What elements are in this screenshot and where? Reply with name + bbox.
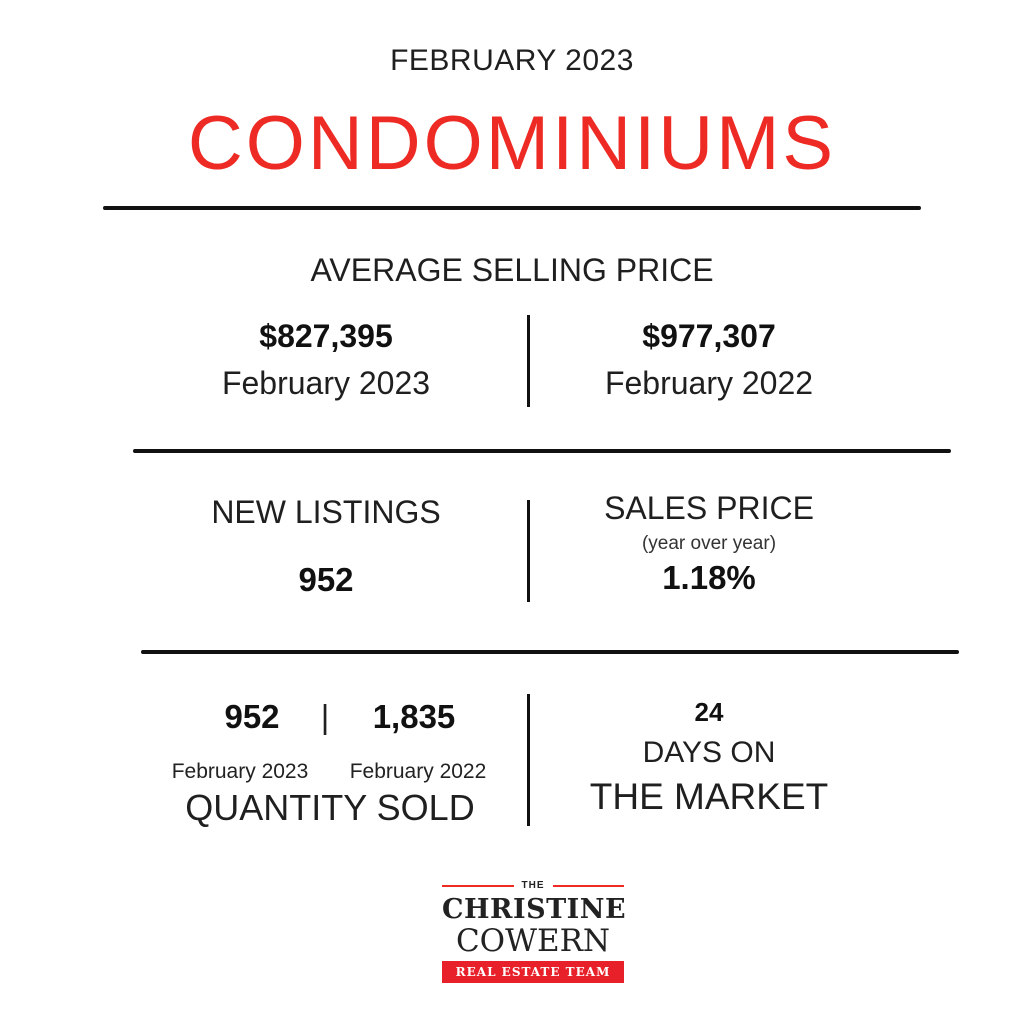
logo-tagline: REAL ESTATE TEAM [442, 961, 624, 983]
sales-price-heading: SALES PRICE [604, 490, 814, 526]
quantity-sold-title: QUANTITY SOLD [185, 787, 475, 828]
logo-name-line1: CHRISTINE [442, 894, 627, 925]
divider-asp-vertical [527, 315, 530, 407]
asp-current: $827,395 February 2023 [146, 318, 506, 402]
quantity-sold-previous-label: February 2022 [349, 760, 487, 783]
days-on-market-value: 24 [694, 697, 724, 727]
sales-price-value: 1.18% [662, 559, 756, 596]
period-heading: FEBRUARY 2023 [390, 44, 634, 77]
new-listings-block: NEW LISTINGS 952 [146, 494, 506, 599]
asp-current-label: February 2023 [221, 365, 431, 401]
logo-rule-right [552, 884, 624, 887]
sales-price-block: SALES PRICE (year over year) 1.18% [529, 490, 889, 597]
asp-current-value: $827,395 [259, 318, 393, 354]
average-selling-price-heading: AVERAGE SELLING PRICE [310, 252, 714, 288]
divider-middle [133, 449, 951, 453]
asp-previous-value: $977,307 [642, 318, 776, 354]
logo-the: THE [521, 880, 545, 891]
days-on-market-line2: THE MARKET [589, 776, 829, 817]
quantity-sold-current-label: February 2023 [171, 760, 309, 783]
logo-name-line2: COWERN [455, 923, 611, 959]
new-listings-value: 952 [298, 561, 354, 598]
divider-stats-vertical [527, 500, 530, 602]
days-on-market-line1: DAYS ON [642, 736, 776, 769]
divider-top [103, 206, 921, 210]
logo-rule-left [442, 884, 514, 887]
brand-logo: THE CHRISTINE COWERN REAL ESTATE TEAM [442, 880, 627, 983]
logo-top-row: THE [442, 880, 624, 891]
asp-previous-label: February 2022 [604, 365, 814, 401]
days-on-market-block: 24 DAYS ON THE MARKET [529, 697, 889, 818]
quantity-sold-separator: | [320, 698, 330, 735]
sales-price-note: (year over year) [641, 533, 777, 554]
quantity-sold-current-value: 952 [224, 698, 280, 735]
page-title: CONDOMINIUMS [187, 101, 837, 186]
asp-previous: $977,307 February 2022 [529, 318, 889, 402]
new-listings-heading: NEW LISTINGS [211, 494, 441, 530]
divider-bottom-vertical [527, 694, 530, 826]
divider-lower [141, 650, 959, 654]
quantity-sold-previous-value: 1,835 [372, 698, 456, 735]
